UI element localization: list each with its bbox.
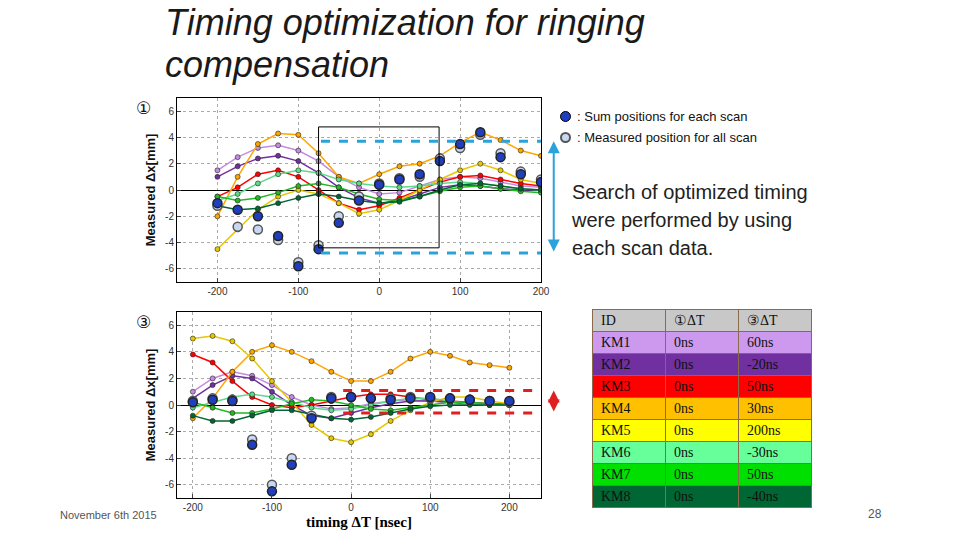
html-text:0ns: 0ns bbox=[674, 378, 694, 394]
svg-text:Measured Δx[mm]: Measured Δx[mm] bbox=[143, 349, 158, 462]
svg-text:0: 0 bbox=[376, 286, 382, 297]
html-text:0ns: 0ns bbox=[674, 356, 694, 372]
svg-text:100: 100 bbox=[452, 286, 469, 297]
svg-text:-6: -6 bbox=[165, 263, 174, 274]
html-text:0ns: 0ns bbox=[674, 466, 694, 482]
svg-text:200: 200 bbox=[533, 286, 550, 297]
svg-text:-6: -6 bbox=[165, 479, 174, 490]
svg-text:0: 0 bbox=[168, 185, 174, 196]
html-text:60ns: 60ns bbox=[747, 334, 774, 350]
html-text:28: 28 bbox=[868, 507, 882, 521]
svg-text:6: 6 bbox=[168, 320, 174, 331]
html-text:Timing optimization for ringin: Timing optimization for ringing compensa… bbox=[165, 2, 645, 85]
svg-text:-2: -2 bbox=[165, 211, 174, 222]
svg-text:4: 4 bbox=[168, 346, 174, 357]
html-text:50ns: 50ns bbox=[747, 466, 774, 482]
html-text:0ns: 0ns bbox=[674, 334, 694, 350]
html-text:ID: ID bbox=[601, 312, 616, 328]
html-text:: Sum positions for each scan: : Sum positions for each scan bbox=[577, 109, 748, 124]
html-text:50ns: 50ns bbox=[747, 378, 774, 394]
html-text:KM6: KM6 bbox=[601, 444, 631, 460]
svg-text:Measured Δx[mm]: Measured Δx[mm] bbox=[143, 134, 158, 247]
html-text:200ns: 200ns bbox=[747, 422, 781, 438]
svg-text:4: 4 bbox=[168, 132, 174, 143]
html-text:0ns: 0ns bbox=[674, 444, 694, 460]
html-text:November 6th 2015: November 6th 2015 bbox=[60, 509, 157, 521]
svg-text:-4: -4 bbox=[165, 453, 174, 464]
svg-text:-100: -100 bbox=[262, 502, 282, 513]
svg-text:2: 2 bbox=[168, 373, 174, 384]
svg-text:-2: -2 bbox=[165, 426, 174, 437]
svg-text:-200: -200 bbox=[207, 286, 227, 297]
svg-text:6: 6 bbox=[168, 106, 174, 117]
html-text:KM1: KM1 bbox=[601, 334, 631, 350]
html-text:Search of optimized timing wer: Search of optimized timing were performe… bbox=[572, 181, 808, 259]
html-text:①ΔT: ①ΔT bbox=[674, 313, 705, 328]
html-text:KM5: KM5 bbox=[601, 422, 631, 438]
html-text:: Measured position for all sc: : Measured position for all scan bbox=[577, 130, 757, 145]
svg-text:100: 100 bbox=[422, 502, 439, 513]
svg-text:0: 0 bbox=[348, 502, 354, 513]
svg-text:200: 200 bbox=[501, 502, 518, 513]
html-text:①: ① bbox=[136, 98, 152, 118]
html-text:KM7: KM7 bbox=[601, 466, 631, 482]
html-text:KM3: KM3 bbox=[601, 378, 631, 394]
html-text:KM8: KM8 bbox=[601, 488, 631, 504]
html-text:30ns: 30ns bbox=[747, 400, 774, 416]
svg-text:0: 0 bbox=[168, 400, 174, 411]
html-text:③: ③ bbox=[136, 312, 152, 332]
svg-text:2: 2 bbox=[168, 158, 174, 169]
html-text:-30ns: -30ns bbox=[747, 444, 779, 460]
html-text:-40ns: -40ns bbox=[747, 488, 779, 504]
html-text:KM2: KM2 bbox=[601, 356, 631, 372]
html-text:③ΔT: ③ΔT bbox=[747, 313, 778, 328]
svg-text:-4: -4 bbox=[165, 237, 174, 248]
html-text:0ns: 0ns bbox=[674, 488, 694, 504]
html-text:-20ns: -20ns bbox=[747, 356, 779, 372]
html-text:0ns: 0ns bbox=[674, 400, 694, 416]
svg-text:-100: -100 bbox=[288, 286, 308, 297]
svg-text:-200: -200 bbox=[183, 502, 203, 513]
svg-text:timing ΔT [nsec]: timing ΔT [nsec] bbox=[306, 514, 412, 530]
html-text:0ns: 0ns bbox=[674, 422, 694, 438]
html-text:KM4: KM4 bbox=[601, 400, 631, 416]
